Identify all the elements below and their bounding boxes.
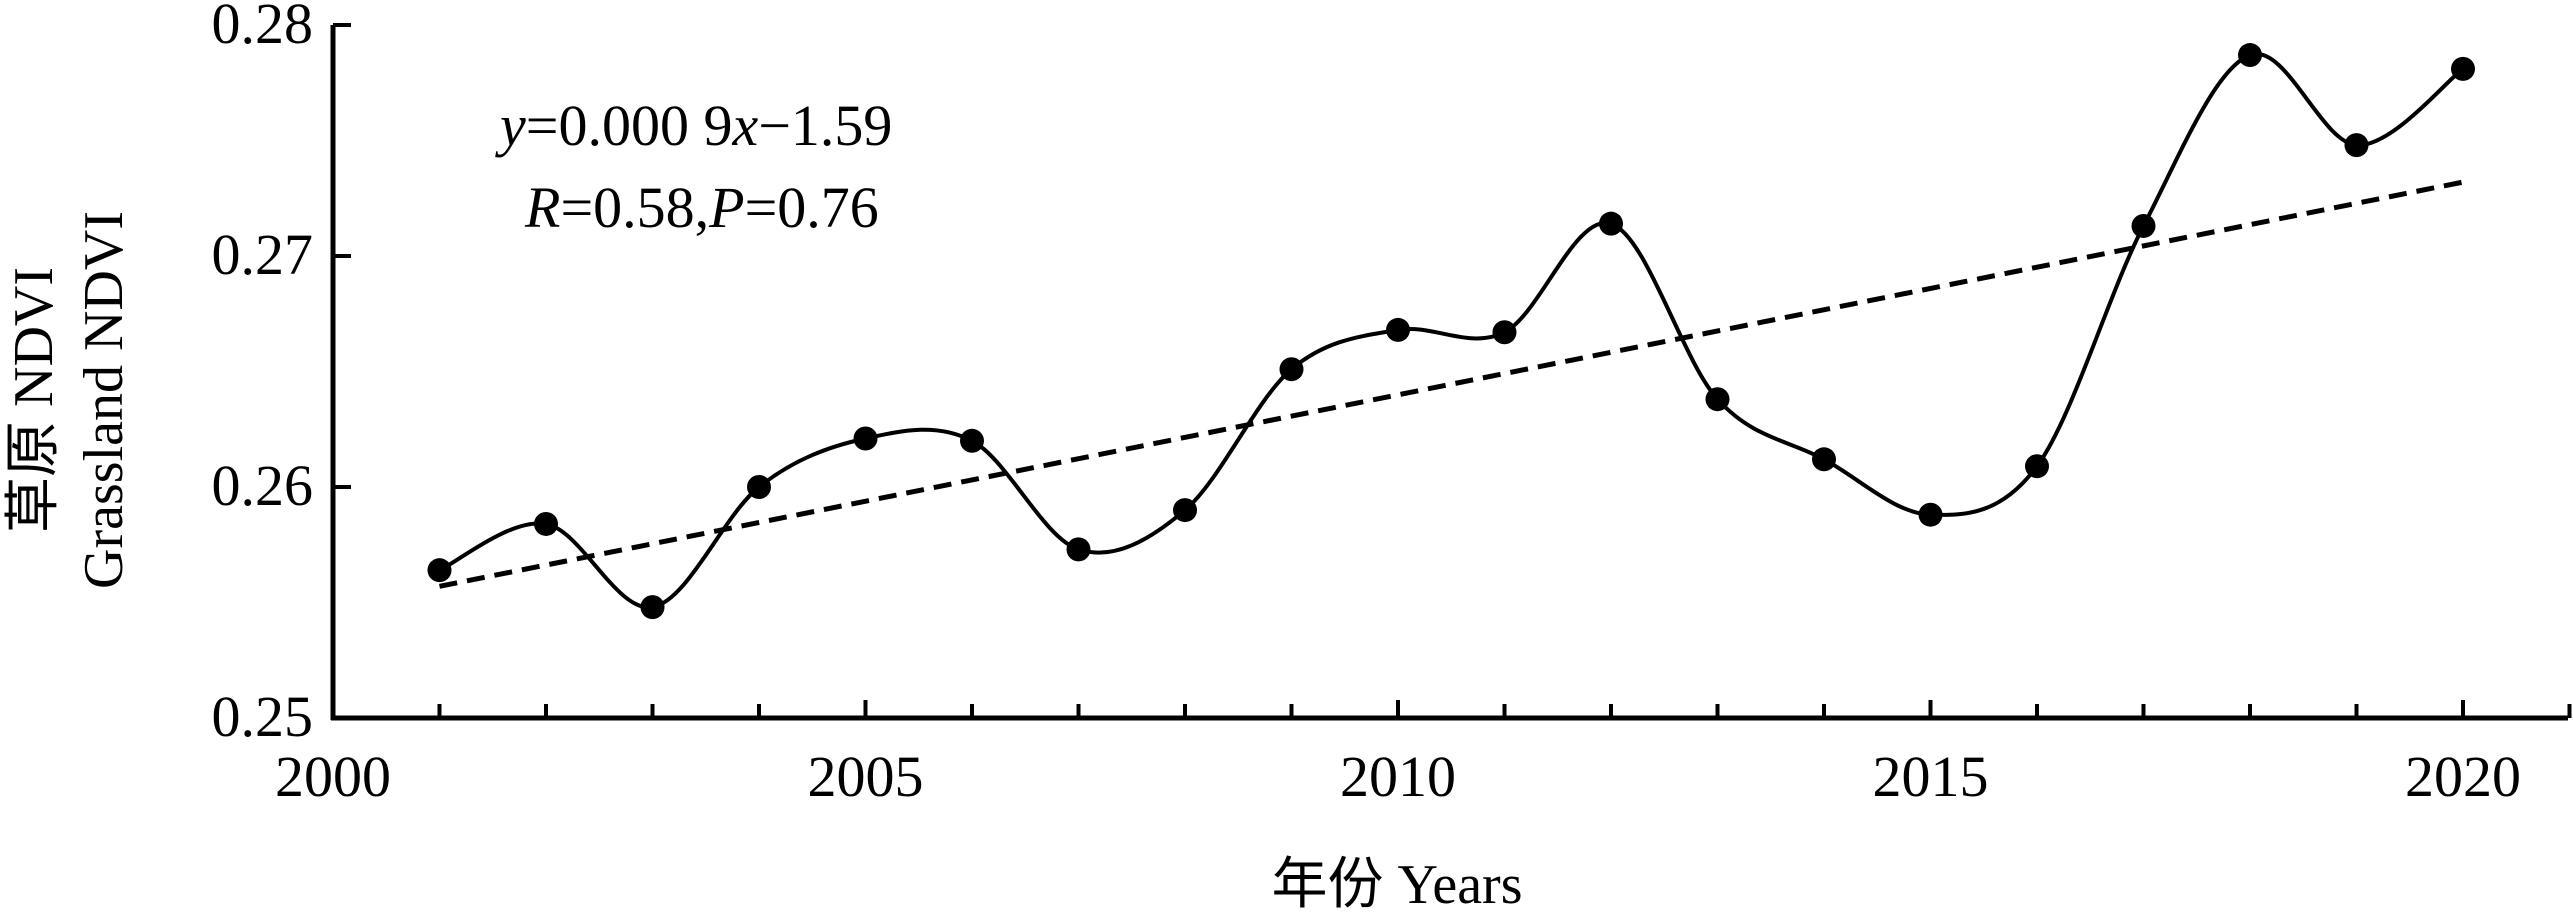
data-point [2344,133,2369,158]
x-tick-label: 2020 [2405,744,2521,809]
data-point [640,595,665,620]
y-tick-label: 0.27 [212,222,314,287]
tick-labels: 0.25 0.26 0.27 0.28 2000 2005 2010 2015 2020 [212,0,2522,809]
trend-line [439,179,2464,589]
tick-marks [331,23,2572,720]
y-axis-title-line1: 草原 NDVI [3,267,65,533]
data-point [1812,447,1836,472]
data-point [853,426,878,451]
axes [330,25,2568,721]
data-point [1066,537,1091,562]
data-point [1386,317,1410,342]
y-tick-label: 0.26 [212,453,314,518]
data-point [2238,43,2262,68]
data-point [2131,213,2156,238]
data-point [1705,387,1730,412]
equation-label: y=0.000 9x−1.59 [495,93,892,158]
data-point [747,475,771,499]
y-tick-label: 0.28 [212,0,314,56]
x-tick-label: 2015 [1873,744,1989,809]
x-tick-label: 2005 [808,744,924,809]
data-point [1279,357,1304,382]
data-point [2025,454,2049,479]
data-point [534,511,558,536]
x-axis-title: 年份 Years [1272,854,1523,916]
data-point [1492,320,1517,345]
stats-label: R=0.58,P=0.76 [524,175,879,240]
data-point [2451,56,2475,81]
x-tick-label: 2000 [275,744,391,809]
data-point [1918,502,1943,527]
y-axis-title-line2: Grassland NDVI [73,211,135,589]
data-points [427,43,2475,620]
data-point [960,428,984,453]
data-point [1599,211,1623,236]
y-tick-label: 0.25 [212,684,314,749]
x-tick-label: 2010 [1340,744,1456,809]
data-point [1173,498,1197,523]
data-point [427,558,452,583]
